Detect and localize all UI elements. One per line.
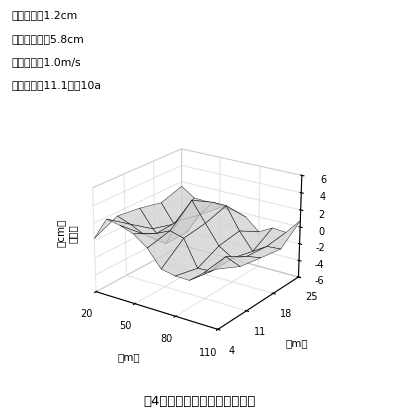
- Text: 標準偏差：1.2cm: 標準偏差：1.2cm: [12, 10, 78, 20]
- Text: 最大高低差：5.8cm: 最大高低差：5.8cm: [12, 34, 85, 43]
- Text: 図4　均平作業後の圃場の高低: 図4 均平作業後の圃場の高低: [143, 394, 256, 407]
- Text: （cm）
比高値: （cm） 比高値: [56, 218, 78, 247]
- Text: 作業時間：11.1分／10a: 作業時間：11.1分／10a: [12, 80, 102, 90]
- Text: 走行速度：1.0m/s: 走行速度：1.0m/s: [12, 57, 81, 67]
- Y-axis label: （m）: （m）: [285, 338, 308, 348]
- X-axis label: （m）: （m）: [117, 351, 140, 362]
